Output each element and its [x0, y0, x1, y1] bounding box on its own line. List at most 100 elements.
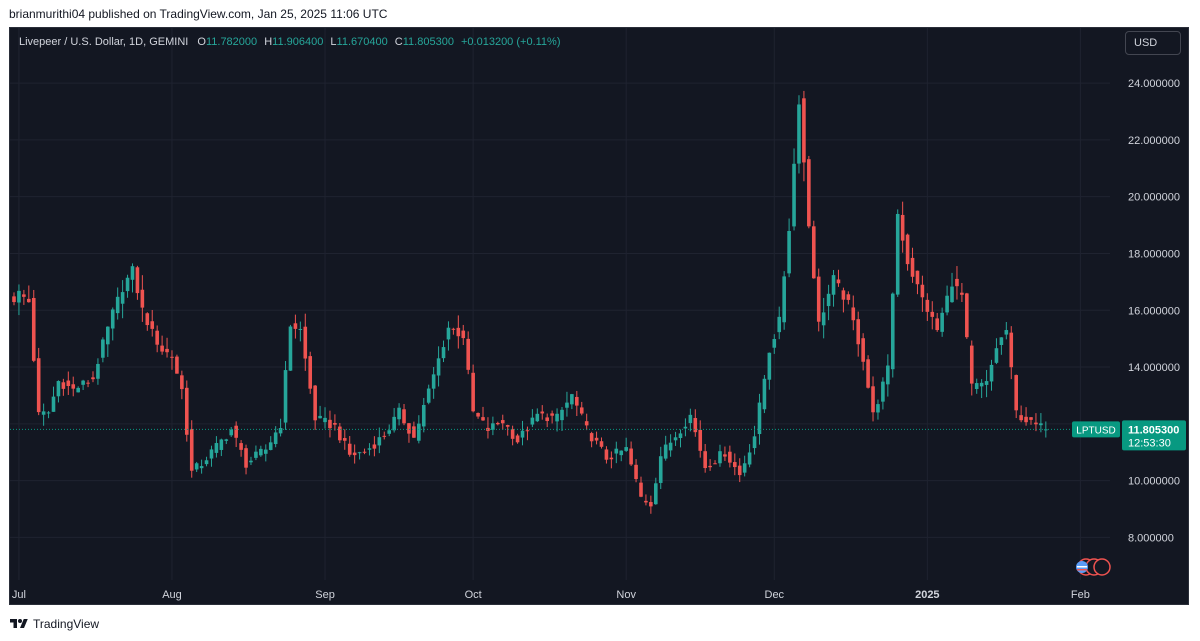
- candle-body: [713, 463, 717, 465]
- candle-body: [732, 462, 737, 468]
- candle-body: [199, 466, 204, 469]
- candle-body: [170, 356, 174, 358]
- candle-body: [1034, 422, 1038, 425]
- candle-body: [308, 356, 313, 389]
- candle-body: [965, 293, 969, 338]
- candle-body: [491, 423, 495, 430]
- candle-body: [31, 297, 36, 361]
- candle-body: [471, 372, 475, 412]
- candle-body: [318, 415, 322, 419]
- candle-body: [180, 375, 184, 390]
- candle-body: [1029, 417, 1033, 420]
- candle-body: [550, 413, 554, 416]
- candle-body: [1019, 415, 1023, 421]
- legend-high: 11.906400: [272, 36, 324, 48]
- candle-body: [214, 443, 219, 453]
- candle-body: [426, 388, 431, 403]
- candle-body: [397, 407, 401, 420]
- price-chart[interactable]: 8.00000010.00000012.00000014.00000016.00…: [10, 28, 1188, 604]
- legend-low: 11.670400: [336, 36, 388, 48]
- candle-body: [989, 364, 994, 382]
- chart-panel[interactable]: 8.00000010.00000012.00000014.00000016.00…: [9, 27, 1189, 605]
- candle-body: [1039, 423, 1043, 426]
- candle-body: [244, 448, 248, 468]
- candle-body: [797, 104, 801, 164]
- candle-body: [811, 226, 816, 279]
- candle-body: [925, 299, 930, 312]
- candle-body: [851, 307, 856, 321]
- symbol-legend: Livepeer / U.S. Dollar, 1D, GEMINI O11.7…: [19, 36, 560, 48]
- candle-body: [357, 452, 362, 454]
- candle-body: [782, 276, 786, 323]
- candle-body: [27, 298, 31, 303]
- candle-body: [663, 444, 668, 459]
- candle-body: [861, 338, 865, 362]
- candle-body: [575, 396, 579, 406]
- candle-body: [1024, 416, 1028, 423]
- candle-body: [110, 309, 115, 329]
- candle-body: [259, 448, 263, 456]
- candle-body: [12, 296, 16, 303]
- legend-low-label: L: [330, 36, 337, 48]
- price-tag-countdown: 12:53:30: [1128, 437, 1171, 449]
- candle-body: [604, 449, 609, 460]
- currency-button[interactable]: USD: [1125, 31, 1181, 55]
- candle-body: [994, 348, 999, 363]
- candle-body: [412, 426, 416, 438]
- candle-body: [836, 279, 841, 284]
- candle-body: [106, 326, 110, 345]
- candle-body: [846, 294, 851, 300]
- candle-body: [481, 417, 485, 421]
- candle-body: [525, 430, 530, 432]
- event-marker-icon: [1093, 558, 1111, 576]
- candle-body: [629, 448, 633, 465]
- candle-body: [570, 394, 574, 405]
- candle-body: [816, 276, 821, 322]
- candle-body: [841, 290, 846, 300]
- candle-body: [654, 483, 658, 505]
- candle-body: [915, 270, 920, 285]
- candle-body: [881, 381, 885, 402]
- us-flag-stripe: [1077, 566, 1087, 568]
- candle-body: [476, 412, 480, 417]
- tradingview-logo-icon[interactable]: [9, 617, 29, 631]
- candle-body: [496, 422, 500, 425]
- candle-body: [17, 290, 21, 303]
- candle-body: [278, 428, 283, 434]
- candle-body: [920, 284, 925, 298]
- candle-body: [372, 444, 377, 449]
- candle-body: [866, 359, 870, 388]
- candle-body: [61, 382, 66, 389]
- candle-body: [347, 443, 352, 455]
- candle-body: [505, 425, 510, 427]
- candle-body: [229, 429, 234, 436]
- x-tick-label: Aug: [162, 589, 182, 601]
- candle-body: [535, 413, 540, 422]
- candle-body: [658, 456, 663, 483]
- y-tick-label: 8.000000: [1128, 532, 1174, 544]
- candle-body: [451, 328, 456, 330]
- candle-body: [723, 454, 727, 457]
- candle-body: [91, 377, 95, 380]
- candle-body: [293, 323, 298, 329]
- candle-body: [120, 292, 125, 304]
- symbol-tag-label: LPTUSD: [1076, 425, 1115, 436]
- candle-body: [145, 313, 150, 326]
- candle-body: [974, 383, 979, 389]
- candle-body: [905, 234, 910, 265]
- candle-body: [802, 98, 806, 163]
- candle-body: [500, 420, 505, 424]
- candle-body: [175, 356, 179, 374]
- candle-body: [219, 439, 224, 450]
- footer-brand[interactable]: TradingView: [33, 617, 100, 631]
- candle-body: [718, 451, 722, 464]
- candle-body: [752, 436, 757, 449]
- candle-body: [584, 421, 589, 426]
- candle-body: [940, 312, 944, 332]
- y-tick-label: 18.000000: [1128, 248, 1180, 260]
- candle-body: [51, 396, 56, 412]
- candle-body: [1014, 375, 1018, 411]
- candle-body: [831, 275, 836, 295]
- candle-body: [900, 214, 905, 241]
- candle-body: [979, 382, 984, 387]
